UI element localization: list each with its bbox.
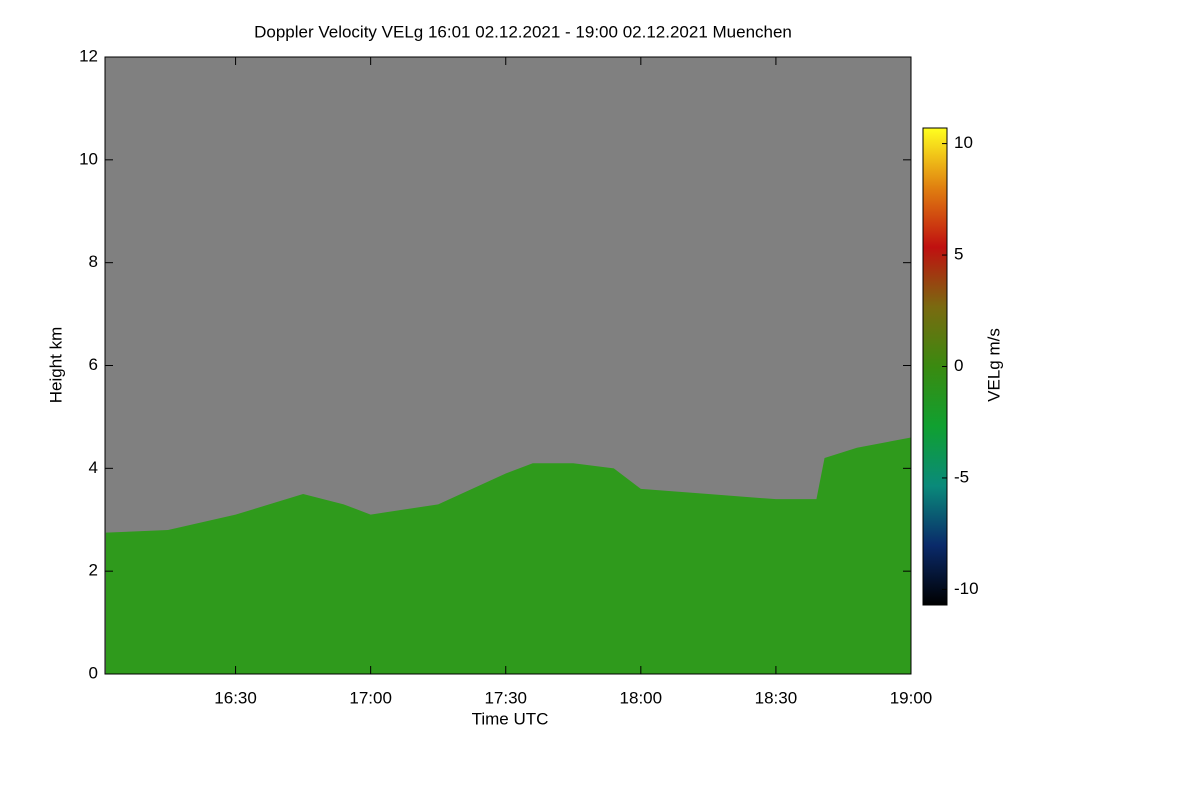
chart-title: Doppler Velocity VELg 16:01 02.12.2021 -… [254,22,792,41]
y-tick-label: 0 [89,663,98,682]
colorbar-label: VELg m/s [984,328,1003,402]
colorbar-tick-label: -10 [954,579,979,598]
y-tick-label: 12 [79,46,98,65]
x-axis-label: Time UTC [472,709,549,728]
y-tick-label: 10 [79,149,98,168]
x-tick-label: 19:00 [890,688,933,707]
y-tick-label: 6 [89,355,98,374]
x-tick-label: 17:30 [484,688,527,707]
colorbar-tick-label: -5 [954,467,969,486]
y-tick-label: 8 [89,252,98,271]
y-tick-label: 2 [89,561,98,580]
x-tick-label: 16:30 [214,688,257,707]
y-axis-label: Height km [46,327,65,404]
colorbar-tick-label: 5 [954,245,963,264]
echo-area [105,437,912,674]
colorbar-tick-label: 10 [954,133,973,152]
y-tick-label: 4 [89,458,98,477]
x-tick-label: 17:00 [349,688,392,707]
x-tick-label: 18:30 [755,688,798,707]
x-tick-label: 18:00 [620,688,663,707]
colorbar-tick-label: 0 [954,356,963,375]
